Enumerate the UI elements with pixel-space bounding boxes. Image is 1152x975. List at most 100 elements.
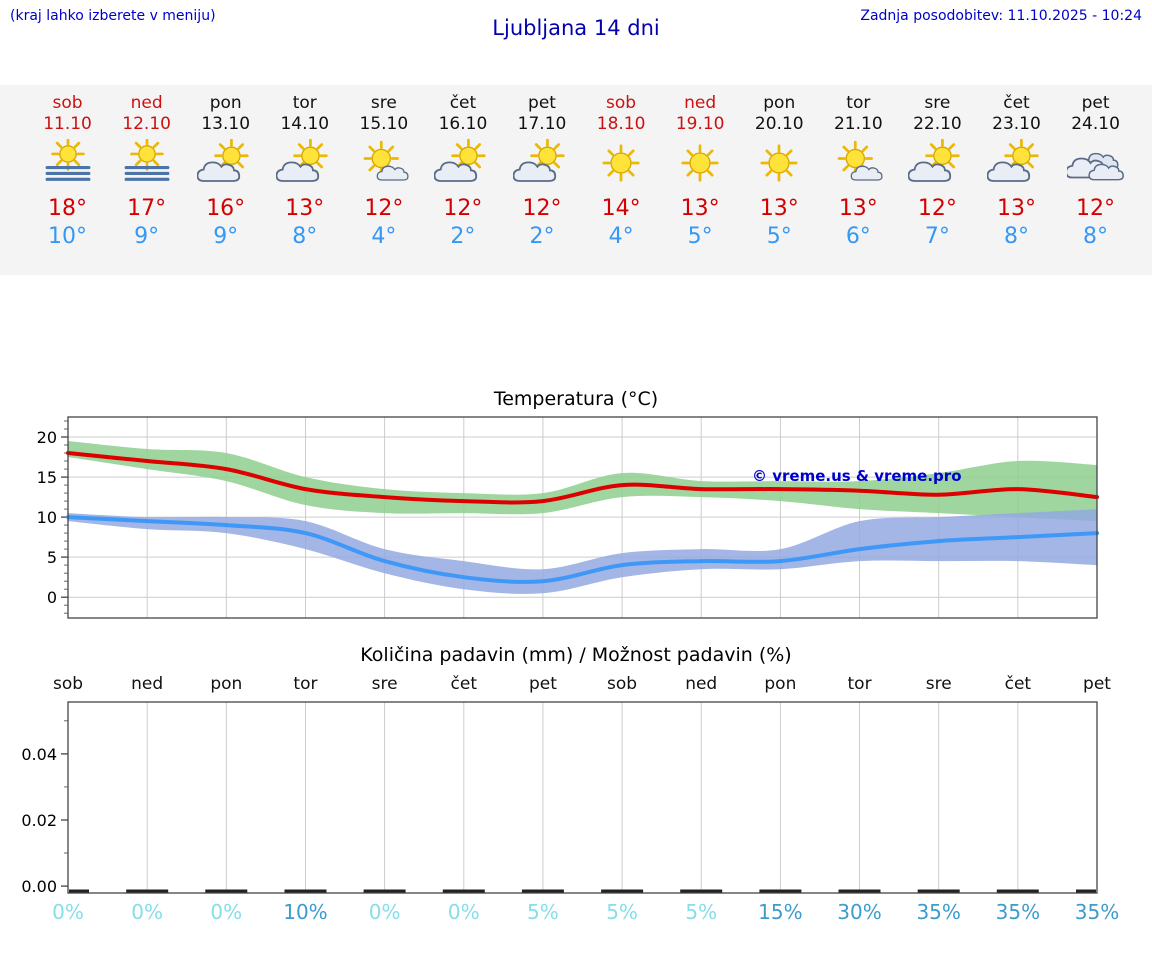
- svg-text:15: 15: [37, 468, 57, 487]
- day-date: 23.10: [992, 114, 1041, 134]
- forecast-day[interactable]: sob 11.10 18° 10°: [28, 93, 107, 275]
- svg-text:5: 5: [47, 548, 57, 567]
- precip-probability: 0%: [447, 900, 480, 924]
- partly-cloudy-icon: [186, 138, 265, 191]
- day-name: tor: [846, 93, 871, 113]
- svg-text:0.00: 0.00: [21, 877, 57, 896]
- precip-probability: 10%: [283, 900, 328, 924]
- day-name: pet: [1081, 93, 1110, 113]
- high-temp: 13°: [680, 196, 720, 221]
- low-temp: 4°: [608, 224, 634, 249]
- low-temp: 6°: [845, 224, 871, 249]
- sun-fog-icon: [107, 137, 186, 191]
- partly-cloudy-icon: [898, 138, 977, 191]
- high-temp: 12°: [364, 196, 404, 221]
- low-temp: 2°: [529, 224, 555, 249]
- day-date: 17.10: [517, 114, 567, 134]
- svg-text:0: 0: [47, 588, 57, 607]
- forecast-day[interactable]: čet 23.10 13° 8°: [977, 93, 1056, 275]
- day-date: 19.10: [675, 114, 725, 134]
- mostly-sunny-icon: [819, 139, 898, 191]
- forecast-day[interactable]: sob 18.10 14° 4°: [582, 93, 661, 275]
- precip-probability: 0%: [52, 900, 84, 924]
- day-name: čet: [1003, 93, 1030, 113]
- precip-probability-row: 0% 0% 0% 10% 0% 0% 5% 5% 5% 15% 30% 35% 35% 35%: [0, 900, 1152, 928]
- svg-text:0.02: 0.02: [21, 811, 57, 830]
- precip-probability: 35%: [1074, 900, 1120, 924]
- high-temp: 17°: [127, 196, 167, 221]
- day-name: pon: [209, 93, 242, 113]
- last-update: Zadnja posodobitev: 11.10.2025 - 10:24: [860, 8, 1142, 24]
- forecast-day[interactable]: pon 20.10 13° 5°: [740, 93, 819, 275]
- day-name: ned: [130, 93, 163, 113]
- day-date: 21.10: [833, 114, 883, 134]
- low-temp: 8°: [292, 224, 318, 249]
- high-temp: 16°: [206, 196, 246, 221]
- precip-day-label: pon: [210, 674, 243, 694]
- high-temp: 12°: [522, 196, 562, 221]
- precip-day-labels-row: sob ned pon tor sre čet pet sob ned pon tor sre čet p…: [0, 674, 1152, 702]
- forecast-day[interactable]: pon 13.10 16° 9°: [186, 93, 265, 275]
- day-date: 15.10: [359, 114, 409, 134]
- low-temp: 9°: [213, 224, 239, 249]
- day-name: sob: [606, 93, 637, 113]
- day-name: sre: [370, 93, 397, 113]
- forecast-day[interactable]: tor 21.10 13° 6°: [819, 93, 898, 275]
- partly-cloudy-icon: [423, 138, 502, 191]
- high-temp: 18°: [48, 196, 88, 221]
- precip-probability: 5%: [685, 900, 718, 924]
- low-temp: 2°: [450, 224, 476, 249]
- forecast-day[interactable]: sre 22.10 12° 7°: [898, 93, 977, 275]
- low-temp: 10°: [48, 224, 88, 249]
- precipitation-chart-title: Količina padavin (mm) / Možnost padavin …: [360, 644, 792, 666]
- day-date: 13.10: [201, 114, 251, 134]
- day-date: 20.10: [754, 114, 804, 134]
- forecast-day[interactable]: tor 14.10 13° 8°: [265, 93, 344, 275]
- day-name: sre: [924, 93, 951, 113]
- high-temp: 12°: [443, 196, 483, 221]
- partly-cloudy-icon: [977, 138, 1056, 191]
- day-name: pet: [528, 93, 556, 113]
- precip-day-label: tor: [847, 674, 872, 694]
- forecast-day[interactable]: pet 24.10 12° 8°: [1056, 93, 1135, 275]
- precip-day-label: pon: [764, 674, 797, 694]
- forecast-day[interactable]: pet 17.10 12° 2°: [502, 93, 581, 275]
- day-date: 11.10: [43, 114, 92, 134]
- partly-cloudy-icon: [265, 138, 344, 191]
- day-name: ned: [684, 93, 717, 113]
- precip-probability: 35%: [916, 900, 961, 924]
- day-date: 24.10: [1071, 114, 1120, 134]
- high-temp: 14°: [601, 196, 641, 221]
- high-temp: 13°: [759, 196, 799, 221]
- precip-day-label: sob: [52, 674, 84, 694]
- low-temp: 5°: [687, 224, 713, 249]
- precip-day-label: pet: [528, 674, 557, 694]
- precipitation-chart: 0.00 0.02 0.04: [21, 701, 1098, 896]
- high-temp: 12°: [1076, 196, 1116, 221]
- day-date: 18.10: [596, 114, 646, 134]
- day-date: 22.10: [913, 114, 962, 134]
- day-name: tor: [292, 93, 317, 113]
- partly-cloudy-icon: [502, 138, 581, 191]
- forecast-day[interactable]: sre 15.10 12° 4°: [344, 93, 423, 275]
- sunny-icon: [661, 139, 740, 191]
- sun-fog-icon: [28, 137, 107, 191]
- precip-probability: 15%: [758, 900, 803, 924]
- low-temp: 8°: [1083, 224, 1109, 249]
- menu-hint: (kraj lahko izberete v meniju): [10, 8, 216, 24]
- forecast-day[interactable]: čet 16.10 12° 2°: [423, 93, 502, 275]
- precip-day-label: sob: [607, 674, 638, 694]
- page-title: Ljubljana 14 dni: [492, 16, 660, 40]
- precip-day-label: pet: [1083, 674, 1111, 694]
- svg-text:10: 10: [37, 508, 57, 527]
- day-name: čet: [449, 93, 477, 113]
- sunny-icon: [740, 139, 819, 191]
- day-date: 12.10: [122, 114, 171, 134]
- precip-probability: 0%: [368, 900, 401, 924]
- svg-text:20: 20: [37, 428, 57, 447]
- mostly-sunny-icon: [344, 139, 423, 191]
- forecast-day[interactable]: ned 12.10 17° 9°: [107, 93, 186, 275]
- day-name: pon: [763, 93, 796, 113]
- forecast-day[interactable]: ned 19.10 13° 5°: [661, 93, 740, 275]
- sunny-icon: [582, 139, 661, 191]
